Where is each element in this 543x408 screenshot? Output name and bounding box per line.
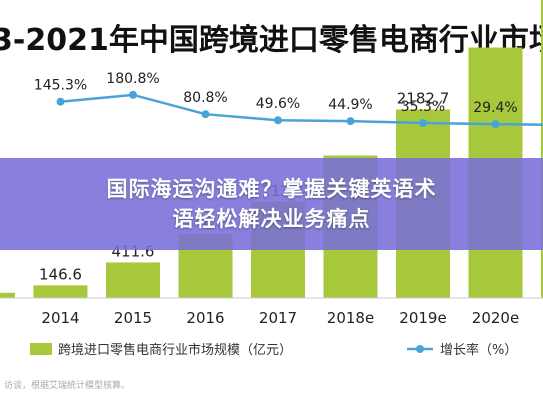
x-tick-2016: 2016	[186, 309, 224, 327]
banner-line-2: 语轻松解决业务痛点	[172, 207, 371, 231]
x-tick-2018e: 2018e	[327, 309, 374, 327]
growth-point-6	[491, 120, 500, 129]
banner-line-1: 国际海运沟通难？掌握关键英语术	[106, 177, 437, 201]
source-note: 访谈，根据艾瑞统计模型核算。	[4, 379, 130, 391]
bar-20	[541, 0, 543, 299]
growth-point-1	[129, 90, 137, 99]
bar-label-2014: 146.6	[39, 265, 82, 283]
x-tick-2020e: 2020e	[472, 309, 519, 327]
growth-point-4	[346, 117, 355, 126]
x-tick-2017: 2017	[259, 309, 297, 327]
legend-line-label: 增长率（%）	[440, 342, 517, 358]
legend-line-marker	[416, 345, 424, 353]
growth-label-6: 29.4%	[473, 100, 517, 116]
growth-label-0: 145.3%	[34, 78, 87, 94]
growth-point-0	[56, 97, 65, 106]
growth-point-2	[201, 110, 210, 119]
bar-2015	[106, 262, 160, 298]
x-tick-2014: 2014	[41, 309, 79, 327]
growth-label-2: 80.8%	[183, 90, 227, 106]
growth-point-5	[419, 119, 427, 128]
bar-3	[0, 292, 15, 298]
promo-banner[interactable]: 国际海运沟通难？掌握关键英语术 语轻松解决业务痛点	[0, 158, 543, 250]
growth-point-3	[274, 116, 282, 125]
chart-title: 3-2021年中国跨境进口零售电商行业市场	[0, 23, 543, 58]
bar-label-2019e: 2182.7	[397, 89, 450, 107]
legend-bar-label: 跨境进口零售电商行业市场规模（亿元）	[58, 342, 292, 358]
growth-label-1: 180.8%	[106, 71, 159, 87]
growth-rate-line	[60, 93, 543, 126]
x-tick-2015: 2015	[114, 309, 152, 327]
growth-label-4: 44.9%	[328, 97, 372, 113]
growth-label-5: 35.3%	[401, 99, 445, 115]
growth-label-3: 49.6%	[256, 96, 300, 112]
x-tick-2019e: 2019e	[399, 309, 446, 327]
bar-2014	[33, 285, 88, 298]
legend-bar-swatch	[30, 343, 52, 355]
